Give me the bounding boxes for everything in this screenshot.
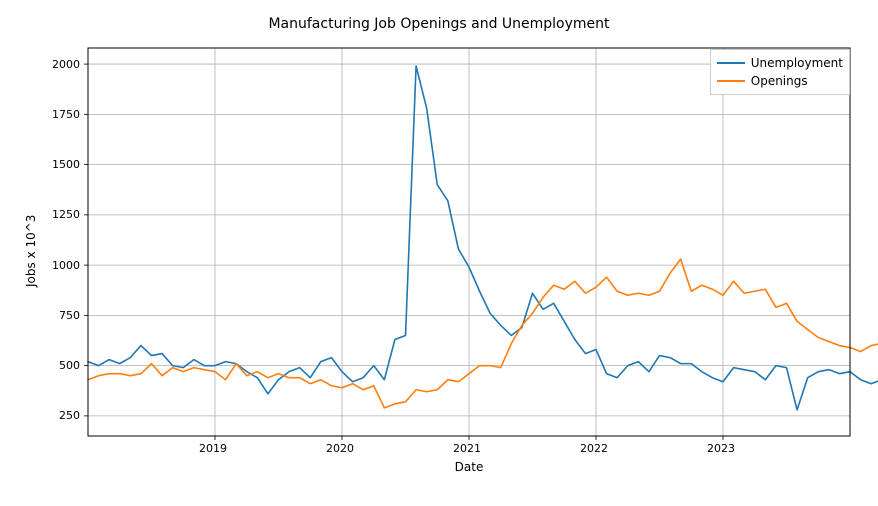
legend-color-swatch xyxy=(717,80,745,82)
legend-item: Openings xyxy=(717,72,843,90)
y-tick-label: 2000 xyxy=(52,58,80,71)
y-tick-label: 1250 xyxy=(52,208,80,221)
x-tick-label: 2019 xyxy=(199,442,227,455)
x-tick-label: 2022 xyxy=(580,442,608,455)
y-tick-label: 1750 xyxy=(52,108,80,121)
legend-item: Unemployment xyxy=(717,54,843,72)
y-tick-label: 750 xyxy=(59,309,80,322)
legend-label: Unemployment xyxy=(751,56,843,70)
x-tick-label: 2021 xyxy=(453,442,481,455)
legend-color-swatch xyxy=(717,62,745,64)
x-tick-label: 2020 xyxy=(326,442,354,455)
legend-label: Openings xyxy=(751,74,808,88)
x-tick-label: 2023 xyxy=(707,442,735,455)
legend: Unemployment Openings xyxy=(710,49,850,95)
y-tick-label: 1000 xyxy=(52,259,80,272)
y-tick-label: 500 xyxy=(59,359,80,372)
y-tick-label: 1500 xyxy=(52,158,80,171)
y-tick-label: 250 xyxy=(59,409,80,422)
